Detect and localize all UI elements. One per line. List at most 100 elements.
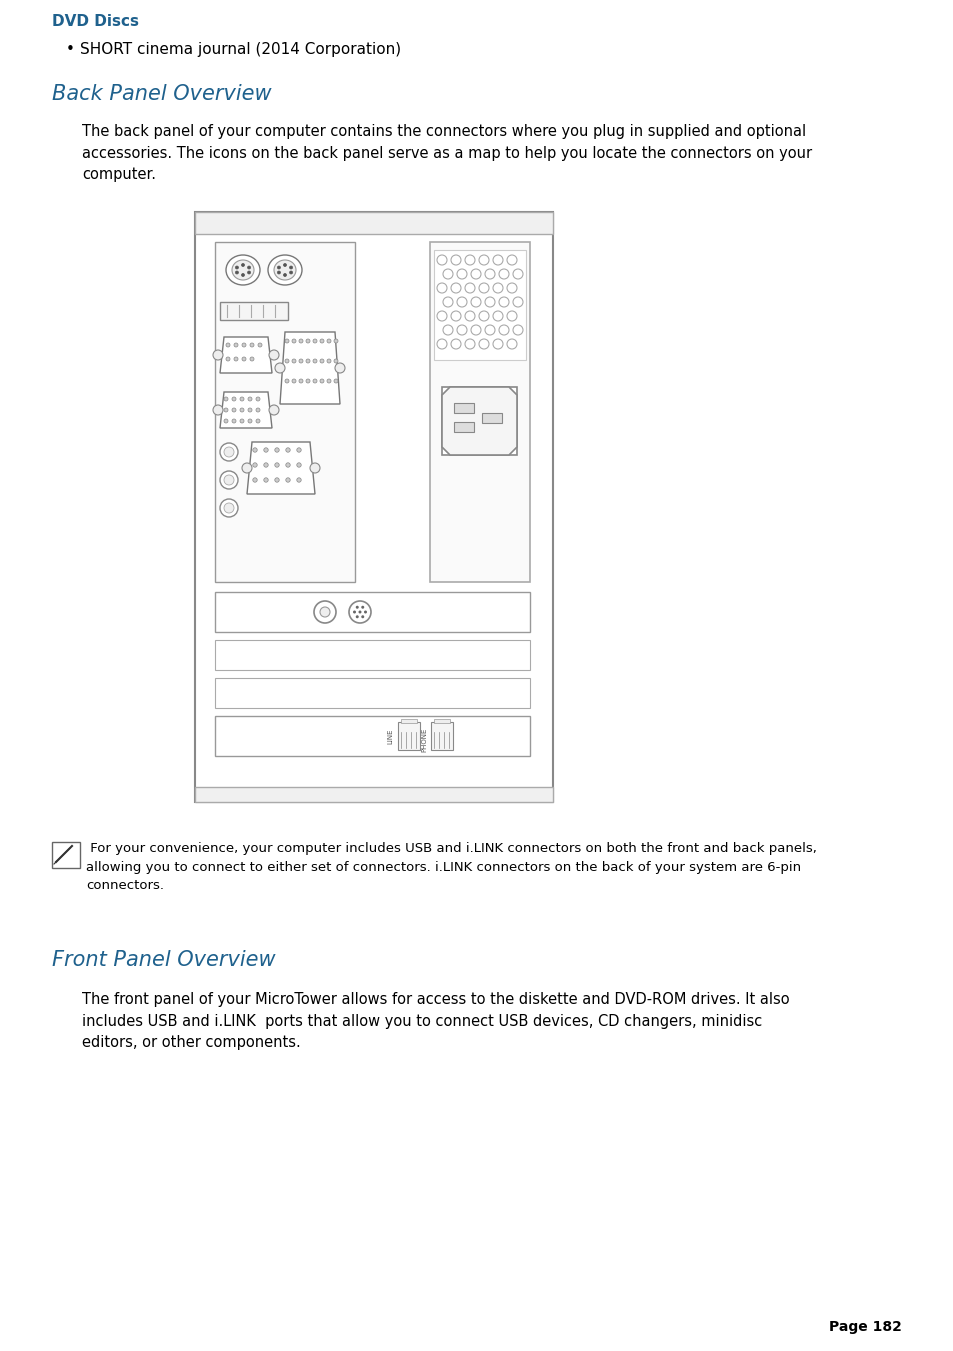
Circle shape <box>248 419 252 423</box>
Circle shape <box>442 297 453 307</box>
Circle shape <box>464 339 475 349</box>
Text: Front Panel Overview: Front Panel Overview <box>52 950 275 970</box>
Text: SHORT cinema journal (2014 Corporation): SHORT cinema journal (2014 Corporation) <box>80 42 400 57</box>
Circle shape <box>478 311 489 322</box>
Circle shape <box>264 478 268 482</box>
Bar <box>454 403 474 413</box>
Bar <box>214 242 355 582</box>
Circle shape <box>224 408 228 412</box>
Bar <box>430 242 530 582</box>
Bar <box>214 678 530 708</box>
Circle shape <box>292 339 295 343</box>
Circle shape <box>451 282 460 293</box>
Circle shape <box>274 478 279 482</box>
Circle shape <box>314 601 335 623</box>
Bar <box>194 212 553 802</box>
Circle shape <box>240 419 244 423</box>
Bar <box>214 640 530 670</box>
Bar <box>194 212 553 234</box>
Circle shape <box>240 397 244 401</box>
Circle shape <box>255 397 260 401</box>
Circle shape <box>464 255 475 265</box>
Circle shape <box>298 339 303 343</box>
Circle shape <box>240 408 244 412</box>
Circle shape <box>498 326 509 335</box>
Circle shape <box>298 380 303 382</box>
Circle shape <box>484 297 495 307</box>
Circle shape <box>253 478 257 482</box>
Bar <box>220 303 288 320</box>
Text: •: • <box>66 42 74 57</box>
Bar <box>434 250 525 359</box>
Ellipse shape <box>226 255 260 285</box>
Circle shape <box>233 343 237 347</box>
Circle shape <box>306 359 310 363</box>
Circle shape <box>224 503 233 513</box>
Circle shape <box>355 615 358 619</box>
Text: The front panel of your MicroTower allows for access to the diskette and DVD-ROM: The front panel of your MicroTower allow… <box>82 992 789 1050</box>
Circle shape <box>242 463 252 473</box>
Circle shape <box>478 255 489 265</box>
Circle shape <box>253 463 257 467</box>
Circle shape <box>232 408 235 412</box>
Circle shape <box>233 357 237 361</box>
Bar <box>214 716 530 757</box>
Circle shape <box>264 463 268 467</box>
Circle shape <box>285 339 289 343</box>
Circle shape <box>274 363 285 373</box>
Circle shape <box>334 380 337 382</box>
Polygon shape <box>441 386 517 455</box>
Circle shape <box>355 605 358 609</box>
Bar <box>441 386 517 455</box>
Ellipse shape <box>268 255 302 285</box>
Bar <box>434 719 450 723</box>
Circle shape <box>257 343 262 347</box>
Circle shape <box>292 359 295 363</box>
Circle shape <box>248 408 252 412</box>
Circle shape <box>451 255 460 265</box>
Circle shape <box>436 339 447 349</box>
Text: DVD Discs: DVD Discs <box>52 14 139 28</box>
FancyBboxPatch shape <box>52 842 80 867</box>
Circle shape <box>242 343 246 347</box>
Circle shape <box>313 380 316 382</box>
Circle shape <box>451 339 460 349</box>
Circle shape <box>224 447 233 457</box>
Circle shape <box>464 282 475 293</box>
Circle shape <box>298 359 303 363</box>
Bar <box>400 719 416 723</box>
Bar <box>397 721 419 750</box>
Circle shape <box>247 266 251 269</box>
Circle shape <box>513 269 522 280</box>
Circle shape <box>232 419 235 423</box>
Circle shape <box>349 601 371 623</box>
Circle shape <box>436 311 447 322</box>
Circle shape <box>306 339 310 343</box>
Circle shape <box>286 463 290 467</box>
Polygon shape <box>247 442 314 494</box>
Circle shape <box>274 447 279 453</box>
Circle shape <box>306 380 310 382</box>
Circle shape <box>213 405 223 415</box>
Circle shape <box>283 263 286 266</box>
Bar <box>214 592 530 632</box>
Circle shape <box>269 350 278 359</box>
Circle shape <box>285 380 289 382</box>
Circle shape <box>319 380 324 382</box>
Text: Page 182: Page 182 <box>828 1320 901 1333</box>
Ellipse shape <box>274 259 295 280</box>
Circle shape <box>224 419 228 423</box>
Circle shape <box>493 311 502 322</box>
Circle shape <box>285 359 289 363</box>
Circle shape <box>478 282 489 293</box>
Circle shape <box>478 339 489 349</box>
Circle shape <box>456 269 467 280</box>
Circle shape <box>242 357 246 361</box>
Circle shape <box>253 447 257 453</box>
Circle shape <box>335 363 345 373</box>
Circle shape <box>456 297 467 307</box>
Circle shape <box>456 326 467 335</box>
Circle shape <box>241 273 244 277</box>
Circle shape <box>506 282 517 293</box>
Text: Back Panel Overview: Back Panel Overview <box>52 84 272 104</box>
